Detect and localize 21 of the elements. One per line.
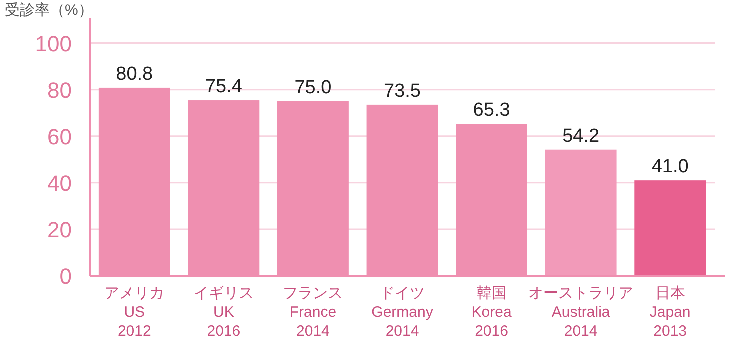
data-label: 75.4 — [205, 76, 243, 98]
y-tick-label: 60 — [48, 124, 72, 150]
x-tick-label: 日本 Japan 2013 — [650, 285, 691, 340]
x-tick-label: 韓国 Korea 2016 — [472, 285, 512, 340]
y-tick-label: 80 — [48, 78, 72, 103]
data-label: 41.0 — [652, 156, 689, 178]
x-tick-label: オーストラリア Australia 2014 — [528, 285, 634, 340]
y-axis-title: 受診率（%） — [5, 2, 94, 19]
x-tick-label: アメリカ US 2012 — [104, 285, 165, 340]
y-tick-label: 40 — [48, 170, 72, 196]
data-label: 54.2 — [562, 126, 600, 147]
y-tick-label: 20 — [48, 217, 72, 242]
x-tick-label: ドイツ Germany 2014 — [372, 285, 434, 340]
data-label: 65.3 — [473, 100, 510, 122]
data-label: 73.5 — [384, 80, 421, 102]
y-tick-label: 0 — [60, 264, 72, 289]
x-tick-label: フランス France 2014 — [283, 285, 344, 340]
x-tick-label: イギリス UK 2016 — [194, 285, 254, 340]
data-label: 75.0 — [294, 77, 332, 98]
y-tick-label: 100 — [35, 31, 72, 56]
data-label: 80.8 — [116, 64, 154, 85]
